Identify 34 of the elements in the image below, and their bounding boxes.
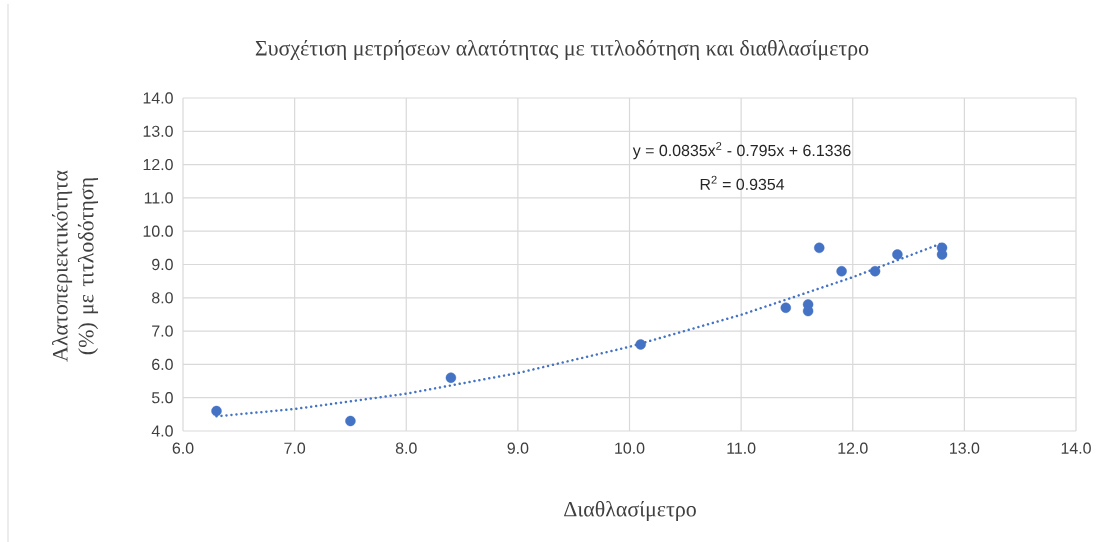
point bbox=[345, 415, 356, 427]
point bbox=[814, 242, 825, 254]
chart-title: Συσχέτιση μετρήσεων αλατότητας με τιτλοδότηση και διαθλασίμετρο bbox=[255, 39, 869, 61]
y-axis-title: Αλατοπεριεκτικότητα (%) με τιτλοδότηση bbox=[51, 170, 99, 362]
point bbox=[780, 302, 791, 313]
x-tick-label: 6.0 bbox=[172, 442, 194, 454]
point bbox=[892, 249, 903, 260]
y-tick-label: 8.0 bbox=[152, 292, 173, 304]
x-tick-label: 10.0 bbox=[615, 442, 645, 454]
point bbox=[869, 265, 881, 277]
point bbox=[211, 405, 222, 417]
y-tick-label: 5.0 bbox=[151, 392, 173, 404]
x-tick-label: 12.0 bbox=[838, 442, 868, 454]
y-tick-label: 12.0 bbox=[143, 158, 173, 171]
x-tick-label: 13.0 bbox=[950, 442, 980, 454]
y-tick-label: 9.0 bbox=[152, 258, 173, 271]
point bbox=[445, 372, 457, 383]
y-tick-label: 11.0 bbox=[144, 192, 173, 204]
y-tick-label: 7.0 bbox=[152, 325, 173, 337]
point bbox=[635, 339, 646, 350]
x-tick-label: 7.0 bbox=[284, 442, 306, 454]
x-tick-label: 9.0 bbox=[507, 442, 529, 454]
y-tick-label: 4.0 bbox=[151, 425, 173, 437]
point bbox=[836, 265, 847, 277]
x-tick-label: 11.0 bbox=[727, 442, 756, 454]
y-tick-label: 13.0 bbox=[143, 125, 173, 137]
annotation: y = 0.0835x$^{2}$ - 0.795x + 6.1336 bbox=[632, 141, 851, 160]
y-tick-label: 10.0 bbox=[143, 225, 173, 237]
x-axis-title: Διαθλασίμετρο bbox=[564, 500, 696, 522]
x-tick-label: 14.0 bbox=[1061, 442, 1091, 454]
annotation: R$^{2}$ = 0.9354 bbox=[700, 175, 785, 191]
y-tick-label: 6.0 bbox=[152, 358, 173, 371]
x-tick-label: 8.0 bbox=[395, 442, 417, 454]
y-tick-label: 14.0 bbox=[143, 92, 173, 104]
